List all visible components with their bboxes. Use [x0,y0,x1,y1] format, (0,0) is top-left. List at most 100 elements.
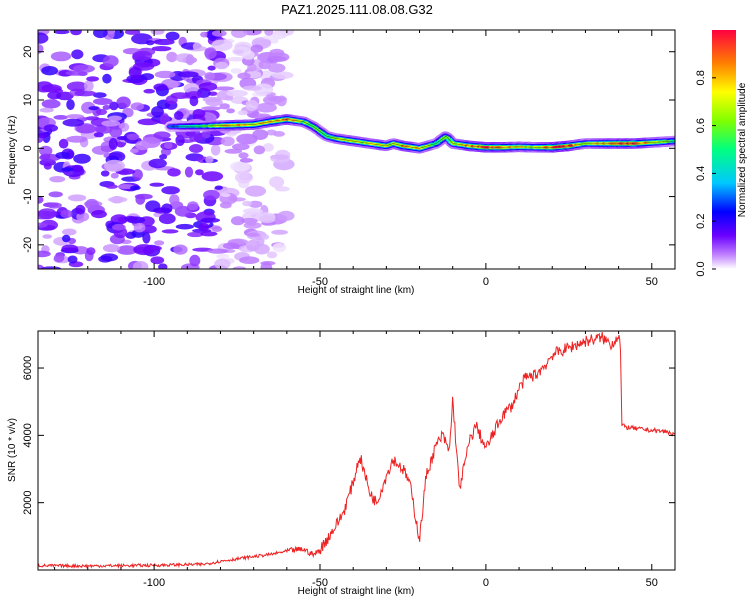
noise-blob [187,231,204,238]
noise-blob [271,71,294,79]
noise-blob [187,201,199,211]
noise-blob [150,256,165,265]
noise-blob [272,242,287,253]
noise-blob [211,30,227,37]
noise-blob [102,73,112,84]
noise-blob [83,80,94,92]
noise-blob [242,30,262,36]
noise-blob [201,171,224,182]
noise-blob [260,262,273,269]
y-tick-label: 2000 [22,490,34,514]
noise-blob [116,96,131,109]
noise-blob [211,226,223,232]
noise-blob [201,106,222,111]
noise-blob [41,99,61,109]
noise-blob [173,244,188,255]
noise-blob [55,151,71,159]
noise-blob [66,99,75,111]
noise-blob [232,143,250,151]
noise-blob [71,49,84,60]
noise-blob [42,234,52,239]
noise-blob [137,118,159,126]
noise-blob [222,242,240,250]
noise-blob [177,71,199,78]
noise-blob [239,174,250,179]
noise-blob [255,102,277,113]
noise-blob [124,30,141,35]
noise-blob [195,169,204,176]
noise-blob [96,108,107,116]
x-tick-label: -100 [143,276,165,288]
noise-blob [39,153,61,162]
snr-plot-area [38,331,675,570]
noise-blob [170,92,190,99]
y-tick-label: -10 [22,189,34,205]
noise-blob [38,250,51,258]
x-tick-label: -50 [312,577,328,589]
noise-blob [38,32,49,44]
noise-blob [216,253,230,259]
noise-blob [262,143,274,152]
snr-panel: -100 -50 0 50 2000 4000 6000 Height of straigh… [7,330,676,597]
noise-blob [145,40,155,46]
noise-blob [50,51,72,62]
noise-blob [205,155,214,164]
noise-blob [267,56,287,62]
noise-blob [102,55,119,68]
snr-y-axis-title: SNR (10 * v/v) [7,418,18,482]
colorbar-tick-label: 0.8 [695,70,707,85]
noise-blob [214,258,231,269]
noise-blob [237,110,248,116]
noise-blob [220,136,235,147]
noise-blob [66,135,88,143]
noise-blob [239,158,254,163]
noise-blob [93,98,113,105]
noise-blob [201,130,211,139]
noise-blob [261,234,270,240]
noise-blob [231,30,248,38]
noise-blob [43,162,52,170]
noise-blob [102,105,111,110]
noise-blob [189,144,203,153]
noise-blob [189,95,199,107]
noise-blob [237,72,251,80]
noise-blob [70,30,82,36]
noise-blob [269,48,285,58]
noise-blob [167,80,179,88]
noise-blob [95,125,113,134]
noise-blob [189,254,201,267]
noise-blob [185,91,202,99]
noise-blob [38,208,57,220]
noise-blob [230,161,250,172]
noise-blob [40,266,62,269]
noise-blob [276,95,287,107]
noise-blob [126,74,145,84]
noise-blob [62,118,85,127]
noise-blob [47,202,62,209]
noise-blob [192,108,206,119]
noise-blob [66,81,88,92]
noise-blob [108,137,118,150]
noise-blob [203,189,220,201]
noise-blob [150,30,165,35]
noise-blob [242,85,262,91]
y-tick-label: 10 [22,94,34,106]
colorbar-gradient [712,30,736,269]
noise-blob [214,185,223,190]
noise-blob [109,101,119,111]
noise-blob [112,223,126,231]
noise-blob [68,194,87,202]
noise-blob [48,191,63,198]
snr-frame [37,330,676,571]
noise-blob [166,51,178,63]
noise-blob [88,106,99,111]
noise-blob [133,222,146,233]
noise-blob [169,194,180,206]
noise-blob [66,114,84,119]
noise-blob [86,76,99,82]
noise-blob [130,102,145,111]
noise-blob [221,193,231,198]
noise-blob [132,50,153,61]
noise-blob [61,244,79,253]
